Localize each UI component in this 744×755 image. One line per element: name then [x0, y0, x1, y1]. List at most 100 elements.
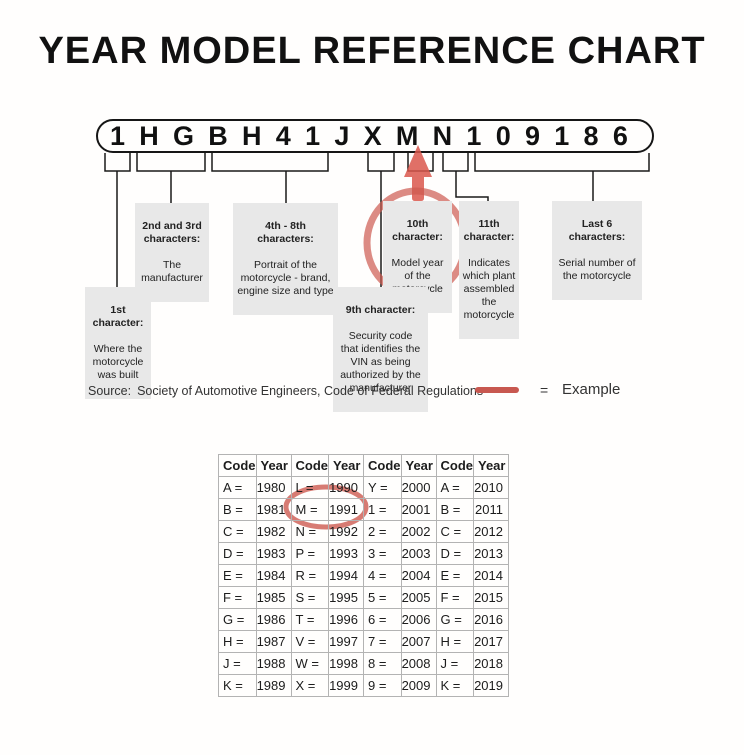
year-cell: 1987 [255, 630, 292, 653]
code-cell: C = [218, 520, 257, 543]
year-cell: 1982 [255, 520, 292, 543]
code-cell: A = [218, 476, 257, 499]
callout-header: 9th character: [345, 304, 416, 316]
bracket-11th-character [442, 153, 489, 201]
vin-character: 1 [110, 120, 126, 151]
year-cell: 2007 [400, 630, 437, 653]
year-cell: 2018 [473, 652, 509, 675]
red-arrow-icon [404, 145, 432, 201]
code-cell: D = [435, 542, 474, 565]
year-cell: 1999 [328, 674, 364, 697]
callout-body: Indicates which plant assembled the moto… [462, 257, 516, 321]
year-cell: 2005 [400, 586, 437, 609]
code-cell: H = [435, 630, 474, 653]
table-row: J = 1988 W = 1998 8 = 2008 J = 2018 [218, 652, 509, 675]
code-cell: H = [218, 630, 257, 653]
year-cell: 1996 [328, 608, 364, 631]
code-cell: J = [435, 652, 474, 675]
code-cell: D = [218, 542, 257, 565]
code-cell: K = [435, 674, 474, 697]
year-cell: 2009 [400, 674, 437, 697]
callout-header: 10th character: [392, 218, 443, 243]
source-text: Society of Automotive Engineers, Code of… [137, 384, 484, 398]
year-cell: 1985 [255, 586, 292, 609]
year-table-header-row: Code Year Code Year Code Year Code Year [218, 454, 509, 477]
callout-9th-character: 9th character: Security code that identi… [333, 287, 428, 412]
vin-character: X [363, 120, 382, 151]
callout-header: Last 6 characters: [568, 218, 626, 243]
year-cell: 1989 [255, 674, 292, 697]
vin-character: 1 [305, 120, 321, 151]
year-cell: 1981 [255, 498, 292, 521]
year-cell: 2002 [400, 520, 437, 543]
year-cell: 1990 [328, 476, 364, 499]
code-cell: 5 = [363, 586, 402, 609]
bracket-4th-8th-characters [211, 153, 329, 203]
callout-header: 11th character: [463, 218, 515, 243]
year-cell: 2006 [400, 608, 437, 631]
callout-11th-character: 11th character: Indicates which plant as… [459, 201, 519, 339]
table-row: B = 1981 M = 1991 1 = 2001 B = 2011 [218, 498, 509, 521]
bracket-1st-character [104, 153, 131, 287]
year-cell: 1984 [255, 564, 292, 587]
year-cell: 2003 [400, 542, 437, 565]
code-cell: J = [218, 652, 257, 675]
callout-body: Security code that identifies the VIN as… [340, 330, 421, 394]
year-cell: 2010 [473, 476, 509, 499]
year-cell: 2019 [473, 674, 509, 697]
table-row: A = 1980 L = 1990 Y = 2000 A = 2010 [218, 476, 509, 499]
year-cell: 1993 [328, 542, 364, 565]
code-cell: K = [218, 674, 257, 697]
vin-character: J [334, 120, 350, 151]
code-cell: B = [218, 498, 257, 521]
year-cell: 1995 [328, 586, 364, 609]
table-row: F = 1985 S = 1995 5 = 2005 F = 2015 [218, 586, 509, 609]
year-cell: 2014 [473, 564, 509, 587]
code-cell: 2 = [363, 520, 402, 543]
year-table: Code Year Code Year Code Year Code Year A = 1980… [218, 454, 509, 697]
legend-equals-sign: = [540, 382, 549, 398]
code-cell: P = [290, 542, 329, 565]
vin-character: H [139, 120, 159, 151]
year-cell: 1983 [255, 542, 292, 565]
year-table-header-cell: Year [255, 454, 292, 477]
year-cell: 2015 [473, 586, 509, 609]
year-cell: 2017 [473, 630, 509, 653]
year-cell: 1992 [328, 520, 364, 543]
year-cell: 1997 [328, 630, 364, 653]
example-red-line-icon [475, 387, 519, 393]
bracket-10th-character [407, 153, 434, 172]
vin-character: 1 [554, 120, 570, 151]
vin-character: 4 [275, 120, 291, 151]
callout-4th-8th-characters: 4th - 8th characters: Portrait of the mo… [233, 203, 338, 315]
vin-character: 1 [466, 120, 482, 151]
table-row: H = 1987 V = 1997 7 = 2007 H = 2017 [218, 630, 509, 653]
code-cell: S = [290, 586, 329, 609]
code-cell: 8 = [363, 652, 402, 675]
table-row: E = 1984 R = 1994 4 = 2004 E = 2014 [218, 564, 509, 587]
year-cell: 1994 [328, 564, 364, 587]
code-cell: W = [290, 652, 329, 675]
code-cell: B = [435, 498, 474, 521]
code-cell: T = [290, 608, 329, 631]
vin-character: 6 [612, 120, 628, 151]
callout-body: Portrait of the motorcycle - brand, engi… [237, 259, 334, 297]
code-cell: L = [290, 476, 329, 499]
year-cell: 2011 [473, 498, 509, 521]
year-cell: 2000 [400, 476, 437, 499]
vin-character: M [395, 120, 419, 151]
code-cell: 7 = [363, 630, 402, 653]
code-cell: E = [218, 564, 257, 587]
year-table-header-cell: Code [363, 454, 402, 477]
code-cell: N = [290, 520, 329, 543]
year-cell: 2001 [400, 498, 437, 521]
callout-body: The manufacturer [141, 259, 203, 284]
code-cell: X = [290, 674, 329, 697]
table-row: C = 1982 N = 1992 2 = 2002 C = 2012 [218, 520, 509, 543]
code-cell: E = [435, 564, 474, 587]
legend-example-label: Example [562, 381, 621, 398]
bracket-last-6-characters [474, 153, 650, 201]
code-cell: R = [290, 564, 329, 587]
code-cell: A = [435, 476, 474, 499]
year-cell: 1986 [255, 608, 292, 631]
